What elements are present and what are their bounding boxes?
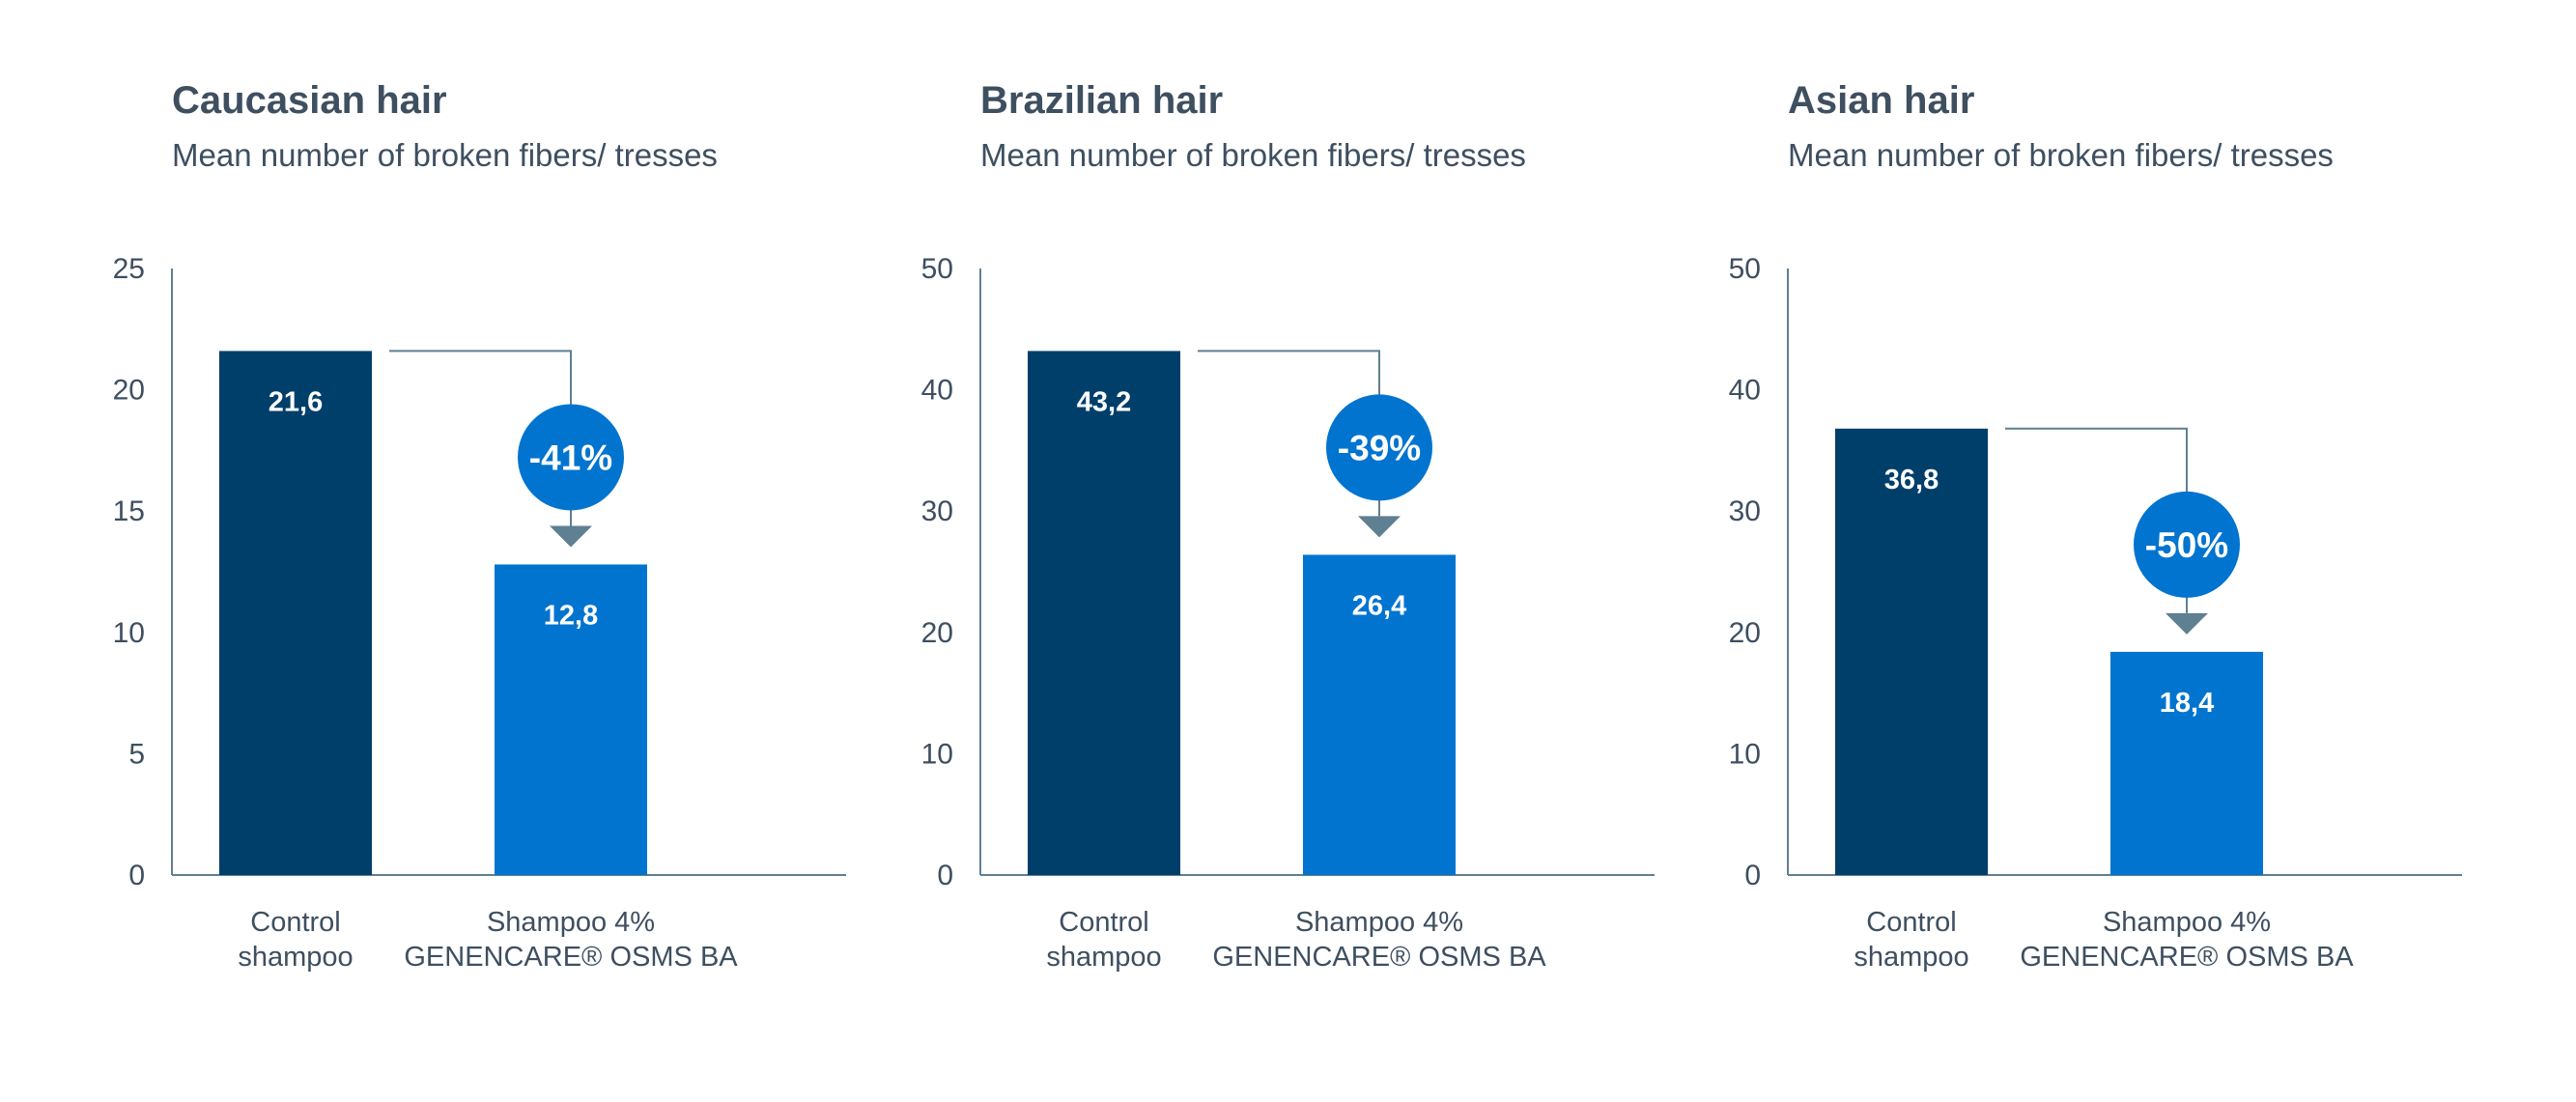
y-tick-label: 40 — [1729, 375, 1761, 407]
bar-value-label: 36,8 — [1884, 465, 1939, 495]
chart-subtitle: Mean number of broken fibers/ tresses — [980, 137, 1526, 173]
change-badge — [2134, 491, 2240, 598]
category-label: Shampoo 4% — [487, 907, 655, 938]
bar-value-label: 43,2 — [1077, 386, 1131, 417]
bar-value-label: 21,6 — [269, 386, 323, 417]
bar-chart-asian: 0 10 20 30 40 50 36,8 18,4 Control shampoo Shampoo… — [1729, 253, 2462, 973]
category-label: shampoo — [1854, 942, 1968, 973]
category-label: Control — [1866, 907, 1957, 938]
change-percent-label: -39% — [1338, 428, 1421, 467]
chart-title: Caucasian hair — [172, 79, 447, 122]
bar-control — [1028, 351, 1180, 876]
change-badge — [518, 404, 624, 511]
y-tick-label: 40 — [921, 375, 953, 407]
bar-chart-brazilian: 0 10 20 30 40 50 43,2 26,4 Control shampoo Shampoo… — [921, 253, 1655, 973]
category-label: GENENCARE® OSMS BA — [1212, 942, 1546, 973]
bar-control — [1835, 428, 1988, 875]
y-tick-label: 20 — [113, 375, 145, 407]
y-tick-label: 10 — [113, 617, 145, 649]
bar-treatment — [2110, 651, 2263, 875]
bar-treatment — [495, 564, 647, 875]
category-label: Shampoo 4% — [2103, 907, 2271, 938]
y-tick-label: 10 — [1729, 738, 1761, 770]
bar-chart-caucasian: 0 5 10 15 20 25 21,6 12,8 Control shampoo Shampoo … — [113, 253, 846, 973]
y-tick-label: 0 — [1744, 860, 1761, 891]
y-tick-label: 30 — [1729, 495, 1761, 527]
arrow-down-icon — [1358, 516, 1401, 538]
category-label: Control — [1059, 907, 1149, 938]
category-label: shampoo — [1046, 942, 1161, 973]
change-percent-label: -50% — [2145, 525, 2228, 565]
y-tick-label: 0 — [128, 860, 145, 891]
bar-control — [219, 351, 372, 876]
y-tick-label: 50 — [921, 253, 953, 285]
y-tick-label: 25 — [113, 253, 145, 285]
y-tick-label: 10 — [921, 738, 953, 770]
category-label: Shampoo 4% — [1295, 907, 1463, 938]
category-label: shampoo — [238, 942, 353, 973]
y-tick-label: 30 — [921, 495, 953, 527]
chart-title: Asian hair — [1788, 79, 1975, 122]
y-tick-label: 20 — [921, 617, 953, 649]
bar-value-label: 26,4 — [1352, 590, 1406, 621]
category-label: Control — [250, 907, 341, 938]
change-percent-label: -41% — [529, 438, 612, 477]
category-label: GENENCARE® OSMS BA — [404, 942, 738, 973]
arrow-down-icon — [2166, 612, 2208, 635]
arrow-down-icon — [550, 525, 592, 548]
chart-panel-asian: Asian hair Mean number of broken fibers/… — [1729, 0, 2576, 1102]
chart-subtitle: Mean number of broken fibers/ tresses — [1788, 137, 2334, 173]
change-badge — [1326, 394, 1432, 501]
chart-subtitle: Mean number of broken fibers/ tresses — [172, 137, 718, 173]
chart-title: Brazilian hair — [980, 79, 1224, 122]
y-tick-label: 0 — [937, 860, 953, 891]
chart-panel-brazilian: Brazilian hair Mean number of broken fib… — [921, 0, 1830, 1102]
bar-treatment — [1303, 554, 1456, 875]
chart-panel-caucasian: Caucasian hair Mean number of broken fib… — [113, 0, 1022, 1102]
bar-value-label: 12,8 — [544, 600, 598, 631]
y-tick-label: 15 — [113, 495, 145, 527]
y-tick-label: 5 — [128, 738, 145, 770]
y-tick-label: 50 — [1729, 253, 1761, 285]
category-label: GENENCARE® OSMS BA — [2020, 942, 2354, 973]
y-tick-label: 20 — [1729, 617, 1761, 649]
bar-value-label: 18,4 — [2160, 688, 2214, 719]
